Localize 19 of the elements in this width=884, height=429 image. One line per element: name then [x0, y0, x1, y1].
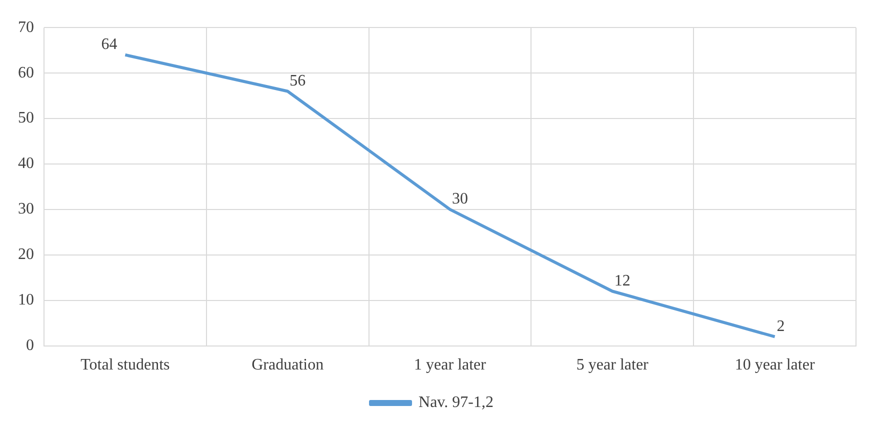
data-label: 30: [452, 190, 468, 208]
y-tick-label: 50: [18, 110, 34, 127]
y-tick-label: 70: [18, 18, 34, 36]
y-tick-label: 10: [18, 292, 34, 309]
y-tick-label: 0: [26, 337, 34, 354]
legend-label: Nav. 97-1,2: [418, 394, 494, 412]
data-label: 56: [290, 72, 306, 90]
data-label: 2: [776, 318, 785, 335]
x-tick-label: 1 year later: [414, 356, 487, 374]
data-label: 12: [614, 272, 630, 290]
x-tick-label: Graduation: [252, 356, 324, 374]
x-tick-label: 5 year later: [576, 356, 650, 374]
data-label: 64: [101, 36, 118, 54]
y-tick-label: 60: [18, 64, 34, 82]
x-tick-label: 10 year later: [734, 356, 816, 374]
y-tick-label: 20: [18, 246, 34, 264]
x-tick-label: Total students: [80, 356, 170, 374]
y-tick-label: 40: [18, 155, 34, 172]
y-tick-label: 30: [18, 200, 34, 218]
